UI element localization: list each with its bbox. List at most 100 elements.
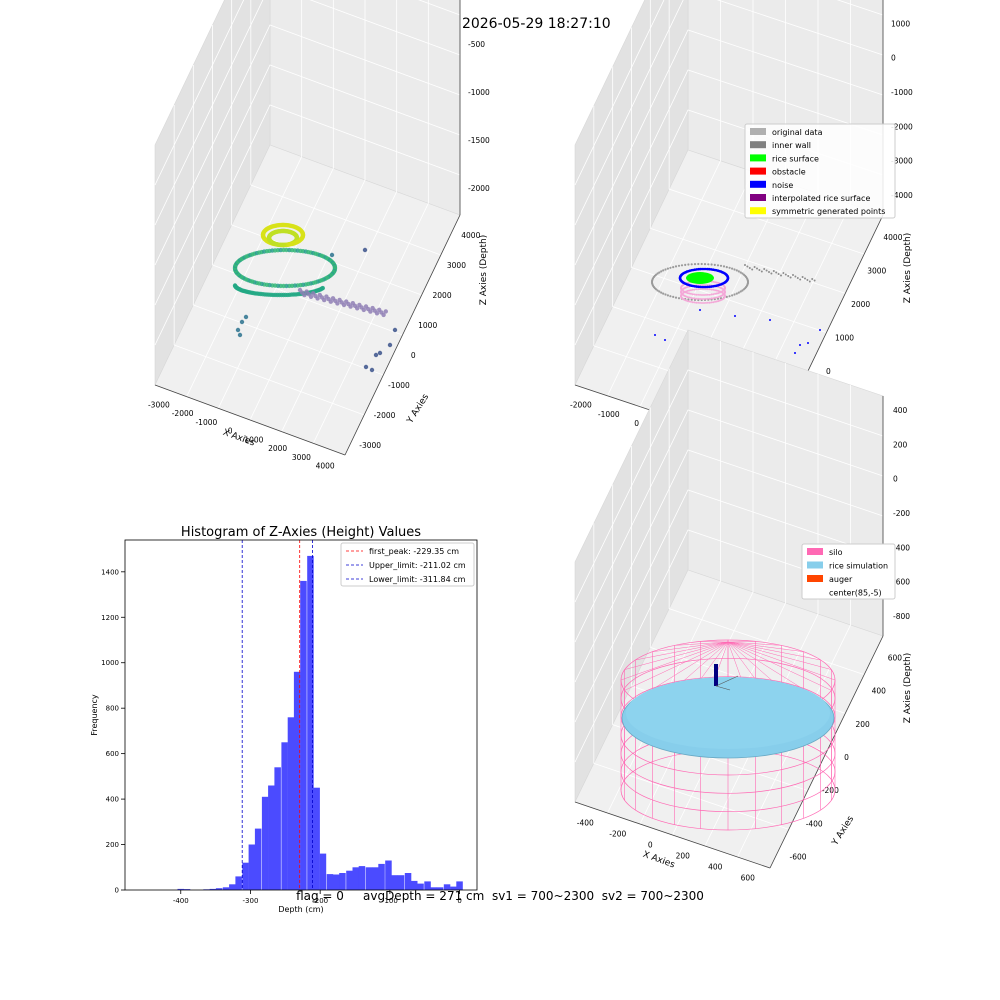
silo-roof-line [700,641,729,643]
data-point [723,294,726,297]
data-point [702,285,706,289]
data-point [672,295,675,298]
grid-line [154,0,461,226]
x-axis-label: Depth (cm) [278,905,323,914]
data-point [308,294,314,299]
data-point [235,327,241,333]
data-point [725,266,728,269]
plot-frame [124,539,478,891]
data-point [737,291,740,294]
data-point [744,264,746,266]
data-point [704,267,708,271]
x-tick-label: 1000 [244,435,263,444]
data-point [710,288,713,291]
legend-swatch [750,180,766,188]
data-point [689,292,692,295]
data-point [700,267,704,271]
silo-roof-line [635,641,729,661]
x-tick-label: 0 [634,419,639,428]
silo-roof-line [652,641,729,652]
grid-line [154,0,461,186]
legend-label: rice surface [772,154,819,163]
data-point [677,264,681,267]
y-tick-label: 4000 [883,233,902,242]
histogram-bar [274,767,281,890]
data-point [361,307,366,313]
data-point [715,296,718,299]
data-point [690,263,693,266]
data-point [792,274,794,276]
y-tick-label: 2000 [433,291,452,300]
legend-box [744,123,896,219]
legend-label: obstacle [772,168,806,177]
data-point [706,288,709,291]
legend-label: first_peak: -229.35 cm [369,547,459,556]
y-tick-label: 3000 [867,266,886,275]
data-point [753,266,756,268]
legend-swatch [750,154,766,162]
x-tick-label: 0 [648,841,653,850]
histogram-bar [411,880,418,890]
x-tick-label: 400 [708,863,723,872]
data-point [684,263,687,266]
grid-line [668,368,865,676]
data-point [715,292,718,295]
legend-label: Lower_limit: -311.84 cm [369,575,466,584]
legend-label: rice simulation [829,562,888,571]
data-point [658,271,661,274]
data-point [658,290,661,293]
y-tick-label: 0 [411,351,416,360]
data-point [733,268,736,271]
data-point [760,270,763,273]
histogram-bar [346,870,353,890]
data-point [733,293,736,296]
data-point [660,270,663,273]
data-point [674,265,678,268]
grid-line [574,0,884,186]
histogram-bar [254,828,262,890]
data-point [741,272,744,275]
data-point [693,301,696,304]
data-point [362,247,368,253]
data-point [708,297,711,300]
legend-swatch [750,141,766,149]
data-point [699,301,701,304]
data-point [714,292,717,295]
data-point [369,367,375,373]
legend: silo rice simulation auger center(85,-5) [801,543,896,600]
z-tick-label: 200 [893,440,908,449]
data-point [664,293,667,296]
data-point [374,311,380,316]
data-point [723,290,726,293]
data-point [728,266,731,269]
data-point [700,285,704,289]
data-point [381,312,386,318]
silo-roof-line [727,641,821,661]
silo-roof-line [624,641,729,691]
data-point [302,292,307,298]
data-point [748,267,751,269]
data-point [710,263,713,266]
data-point [777,273,780,275]
data-point [713,263,716,266]
x-tick-label: 600 [741,874,756,883]
legend-box [801,543,896,600]
legend-label: silo [829,548,843,557]
histogram-bar [333,874,340,890]
histogram-bar [424,881,431,890]
data-point [706,301,709,304]
y-tick-label: -2000 [374,411,396,420]
data-point [243,314,249,320]
rice-simulation-top [626,677,830,749]
histogram-bar [326,874,334,890]
y-tick-label: 3000 [447,261,466,270]
y-tick-label: 600 [106,750,119,758]
z-tick-label: -3000 [891,157,913,166]
data-point [686,285,689,288]
status-line: flag = 0 avgDepth = 271 cm sv1 = 700~230… [296,889,704,903]
data-point [690,298,693,301]
y-axis-label: Y Axies [405,392,431,426]
data-point [801,276,804,278]
data-point [701,298,703,300]
